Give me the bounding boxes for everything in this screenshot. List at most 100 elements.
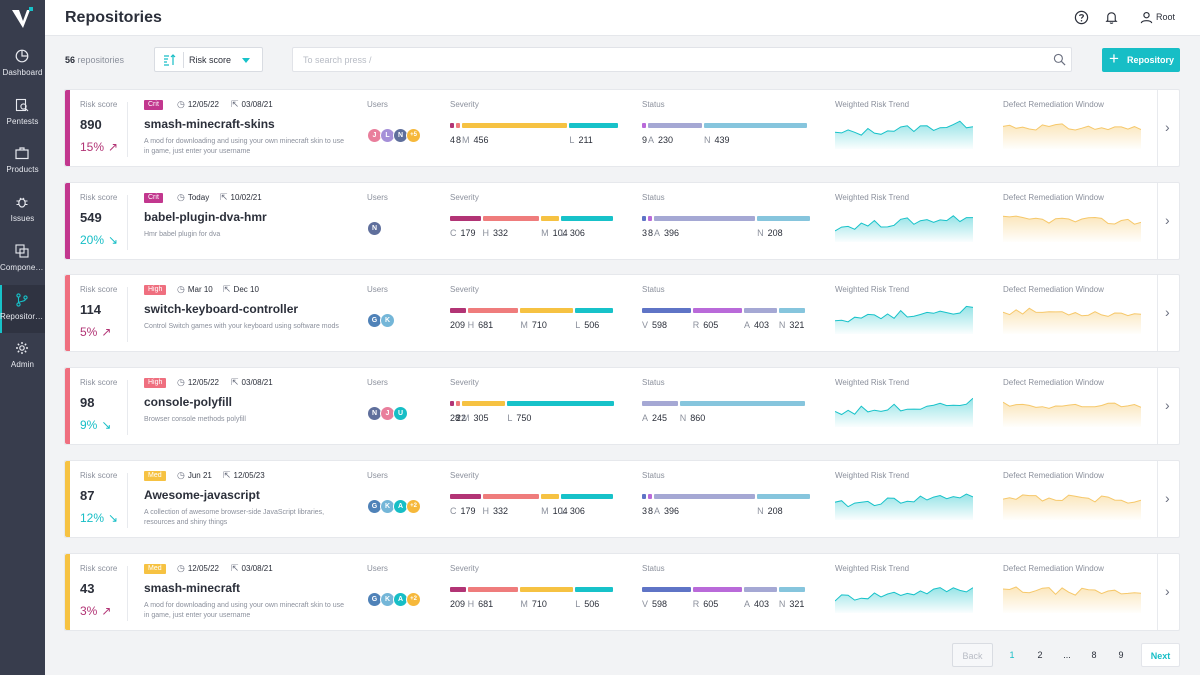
status-segment-r [648, 493, 652, 499]
repo-name[interactable]: console-polyfill [144, 395, 233, 410]
status-label: Status [642, 192, 665, 202]
repo-name[interactable]: Awesome-javascript [144, 487, 260, 502]
chevron-right-icon: › [1165, 582, 1170, 599]
status-segment-a [654, 493, 756, 499]
next-button[interactable]: Next [1141, 643, 1180, 667]
avatar[interactable]: A [393, 498, 408, 514]
expand-row-button[interactable]: › [1157, 182, 1181, 259]
repo-card[interactable]: Risk score 87 12% ↘ Med ◷ Jun 21 ⇱ 12/05/23 Aweso… [64, 459, 1181, 538]
search-input[interactable] [303, 52, 1033, 68]
severity-segment-m [462, 401, 506, 407]
page-2[interactable]: 2 [1037, 650, 1043, 660]
add-repository-button[interactable]: + Repository [1102, 48, 1180, 72]
created-date: ◷ 12/05/22 [177, 377, 219, 388]
sidebar-item-dashboard[interactable]: Dashboard [0, 41, 45, 89]
status-value-r: R 605 [692, 320, 719, 331]
sidebar-item-issues[interactable]: Issues [0, 187, 45, 235]
status-segment-r [692, 586, 742, 592]
risk-score-label: Risk score [80, 192, 118, 202]
expand-row-button[interactable]: › [1157, 553, 1181, 630]
remediation-label: Defect Remediation Window [1003, 470, 1104, 480]
sidebar-item-label: Admin [10, 360, 35, 370]
repo-name[interactable]: smash-minecraft-skins [144, 117, 275, 131]
repo-card[interactable]: Risk score 114 5% ↗ High ◷ Mar 10 ⇱ Dec 10 switch… [64, 274, 1181, 353]
repo-card[interactable]: Risk score 43 3% ↗ Med ◷ 12/05/22 ⇱ 03/08/21 smas… [64, 552, 1181, 631]
expand-row-button[interactable]: › [1157, 275, 1181, 352]
repo-card[interactable]: Risk score 98 9% ↘ High ◷ 12/05/22 ⇱ 03/08/21 con… [64, 367, 1181, 446]
status-segment-r [692, 308, 742, 314]
page-1[interactable]: 1 [1009, 650, 1015, 660]
chevron-right-icon: › [1165, 489, 1170, 506]
severity-segment-l [560, 493, 613, 499]
severity-value-h: H 681 [467, 320, 494, 331]
sidebar-item-repositories[interactable]: Repositories [0, 284, 45, 333]
sidebar-item-admin[interactable]: Admin [0, 333, 45, 381]
user-name[interactable]: Root [1156, 12, 1176, 22]
risk-trend-label: Weighted Risk Trend [835, 378, 910, 388]
avatar[interactable]: U [393, 406, 408, 422]
updated-date: ⇱ Dec 10 [223, 284, 259, 295]
search-icon[interactable] [1053, 53, 1066, 66]
sidebar-item-pentests[interactable]: Pentests [0, 90, 45, 138]
back-button[interactable]: Back [952, 643, 993, 667]
severity-value-c: C 179 [450, 505, 476, 516]
repo-card[interactable]: Risk score 890 15% ↗ Crit ◷ 12/05/22 ⇱ 03/08/21 s… [64, 89, 1180, 167]
sidebar-item-products[interactable]: Products [0, 138, 45, 186]
risk-score-value: 43 [80, 580, 95, 596]
status-segment-v [642, 215, 646, 221]
sidebar-item-label: Pentests [6, 116, 39, 126]
severity-value-c: 209 [450, 598, 466, 609]
sidebar-item-components[interactable]: Components [0, 236, 45, 284]
severity-value-l: L 306 [560, 227, 585, 238]
risk-score-value: 114 [80, 302, 101, 318]
severity-label: Severity [450, 378, 479, 388]
severity-segment-c [450, 123, 454, 128]
risk-trend-label: Weighted Risk Trend [835, 192, 910, 202]
expand-row-button[interactable]: › [1157, 90, 1181, 166]
bell-icon[interactable] [1104, 10, 1119, 25]
risk-trend-percent: 15% ↗ [80, 140, 119, 154]
created-date: ◷ Mar 10 [177, 284, 213, 295]
sort-select[interactable]: Risk score [154, 47, 263, 72]
remediation-sparkline [1003, 494, 1141, 520]
expand-row-button[interactable]: › [1157, 460, 1181, 537]
repo-name[interactable]: smash-minecraft [144, 580, 241, 595]
user-icon[interactable] [1139, 10, 1154, 25]
page-8[interactable]: 8 [1091, 650, 1097, 660]
chevron-right-icon: › [1165, 119, 1170, 135]
page-9[interactable]: 9 [1118, 650, 1124, 660]
more-users-badge[interactable]: +2 [406, 591, 421, 607]
chevron-right-icon: › [1165, 397, 1170, 414]
remediation-label: Defect Remediation Window [1003, 285, 1104, 295]
refresh-icon: ⇱ [223, 469, 231, 480]
sidebar-item-label: Repositories [0, 311, 45, 321]
repo-card[interactable]: Risk score 549 20% ↘ Crit ◷ Today ⇱ 10/02/21 babe… [64, 181, 1181, 260]
trend-down-icon: ↘ [108, 510, 119, 525]
repo-name[interactable]: babel-plugin-dva-hmr [144, 209, 267, 224]
users-label: Users [367, 285, 388, 295]
risk-trend-sparkline [835, 397, 973, 428]
status-value-n: N 439 [703, 135, 730, 145]
remediation-sparkline [1003, 585, 1141, 613]
severity-segment-m [520, 308, 574, 314]
severity-value-m: M 305 [462, 413, 489, 424]
risk-trend-label: Weighted Risk Trend [835, 285, 910, 295]
components-icon [15, 244, 29, 258]
more-users-badge[interactable]: +5 [406, 128, 421, 143]
repo-description: A collection of awesome browser-side Jav… [144, 508, 325, 526]
avatar[interactable]: K [380, 591, 395, 607]
expand-row-button[interactable]: › [1157, 368, 1181, 445]
repo-name[interactable]: switch-keyboard-controller [144, 302, 299, 317]
severity-segment-m [520, 586, 574, 592]
severity-value-h: 8 [456, 135, 462, 145]
updated-date: ⇱ 03/08/21 [231, 562, 273, 573]
avatar[interactable]: N [367, 220, 382, 236]
more-users-badge[interactable]: +2 [406, 498, 421, 514]
help-icon[interactable] [1074, 10, 1089, 25]
status-value-v: 3 [642, 505, 648, 516]
avatar[interactable]: K [380, 313, 395, 329]
status-value-v: V 598 [642, 598, 668, 609]
avatar[interactable]: N [367, 406, 382, 422]
risk-trend-sparkline [835, 214, 973, 242]
app-logo-icon[interactable] [10, 6, 34, 30]
